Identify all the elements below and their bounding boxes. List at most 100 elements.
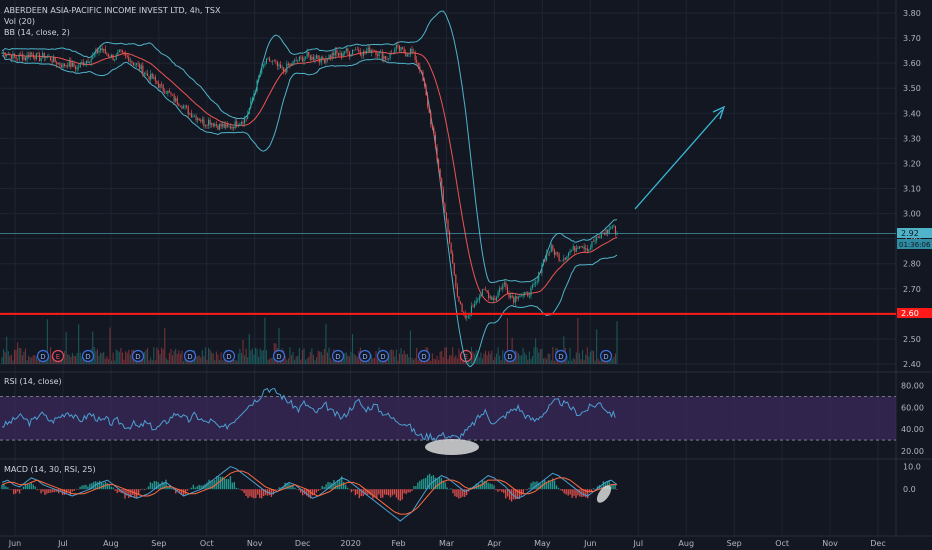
candle-body [544, 259, 546, 261]
candle-body [524, 292, 526, 296]
macd-histogram-bar [395, 489, 398, 498]
macd-histogram-bar [583, 489, 585, 497]
candle-body [284, 71, 286, 73]
projection-arrowhead [712, 105, 726, 120]
event-marker-label: D [558, 353, 563, 361]
volume-bar [264, 317, 266, 364]
event-marker-label: D [362, 353, 367, 361]
volume-bar [572, 358, 574, 364]
candle-body [433, 128, 435, 135]
macd-histogram-bar [520, 489, 523, 496]
volume-bar [588, 356, 590, 364]
volume-bar [278, 327, 280, 364]
macd-histogram-bar [110, 486, 113, 490]
macd-histogram-bar [565, 489, 567, 495]
candle-body [31, 52, 33, 55]
macd-histogram-bar [325, 484, 327, 490]
volume-bar [433, 358, 435, 364]
volume-bar [104, 358, 106, 364]
candle-body [309, 55, 311, 60]
overlays [0, 105, 896, 315]
candle-body [380, 52, 382, 53]
candle-body [18, 54, 20, 59]
candle-body [186, 105, 188, 108]
event-marker-label: D [40, 353, 45, 361]
macd-histogram-bar [153, 481, 155, 490]
candle-body [381, 52, 383, 60]
candle-body [488, 292, 490, 299]
volume-bar [574, 359, 576, 364]
macd-histogram-bar [614, 484, 616, 490]
volume-bar [49, 347, 52, 364]
volume-bar [300, 359, 302, 364]
volume-bar [351, 334, 354, 364]
macd-histogram-bar [24, 483, 27, 490]
candle-body [531, 285, 534, 288]
candle-body [101, 48, 103, 51]
grid [0, 0, 932, 537]
candle-body [12, 53, 14, 59]
candle-body [447, 220, 449, 232]
volume-bar [430, 360, 432, 364]
macd-histogram-bar [262, 489, 265, 497]
macd-histogram-bar [544, 479, 546, 490]
price-axis-tick-label: 3.50 [903, 84, 921, 93]
volume-bar [256, 348, 258, 364]
macd-histogram-bar [98, 480, 101, 490]
volume-bar [184, 358, 186, 364]
candle-body [136, 63, 138, 65]
volume-bar [209, 349, 211, 364]
macd-histogram-bar [538, 482, 540, 490]
price-axis-tick-label: 2.70 [903, 285, 921, 294]
volume-bar [198, 355, 200, 364]
candle-body [486, 290, 488, 293]
macd-highlight [596, 485, 612, 503]
volume-bar [449, 355, 451, 364]
candle-body [588, 249, 590, 251]
candle-body [550, 245, 552, 252]
volume-bar [65, 332, 67, 364]
candle-body [505, 282, 507, 288]
candle-body [334, 50, 336, 56]
candle-body [215, 124, 217, 126]
candle-body [286, 63, 288, 73]
volume-bar [311, 348, 313, 364]
volume-bar [452, 347, 454, 364]
candle-body [154, 77, 156, 81]
candle-body [400, 47, 402, 51]
macd-histogram-bar [219, 476, 222, 490]
macd-histogram-bar [585, 489, 587, 498]
candle-body [20, 54, 22, 55]
volume-bar [578, 353, 580, 364]
candle-body [301, 57, 304, 62]
candle-body [178, 104, 180, 106]
volume-bar [611, 359, 613, 364]
bb-basis [1, 51, 618, 304]
candle-body [574, 246, 576, 252]
candle-body [179, 105, 181, 107]
macd-histogram-bar [85, 484, 87, 490]
volume-bar [417, 360, 419, 364]
candle-body [211, 123, 213, 125]
candle-body [580, 246, 582, 248]
volume-bar [344, 353, 346, 364]
macd-histogram-bar [216, 476, 218, 490]
macd-histogram-bar [317, 489, 319, 491]
candle-body [323, 59, 325, 63]
macd-histogram-bar [200, 485, 202, 490]
time-axis-tick-label: Oct [200, 539, 214, 548]
volume-bar [173, 350, 175, 364]
macd-histogram-bar [175, 489, 177, 494]
candle-body [384, 56, 386, 59]
candle-body [204, 125, 206, 127]
candle-body [68, 60, 70, 67]
volume-bar [295, 356, 297, 364]
candle-body [455, 274, 457, 287]
volume-bar [616, 321, 618, 364]
candle-body [262, 65, 264, 67]
macd-histogram-bar [264, 489, 267, 496]
candle-body [589, 247, 591, 250]
volume-bar [341, 358, 343, 364]
